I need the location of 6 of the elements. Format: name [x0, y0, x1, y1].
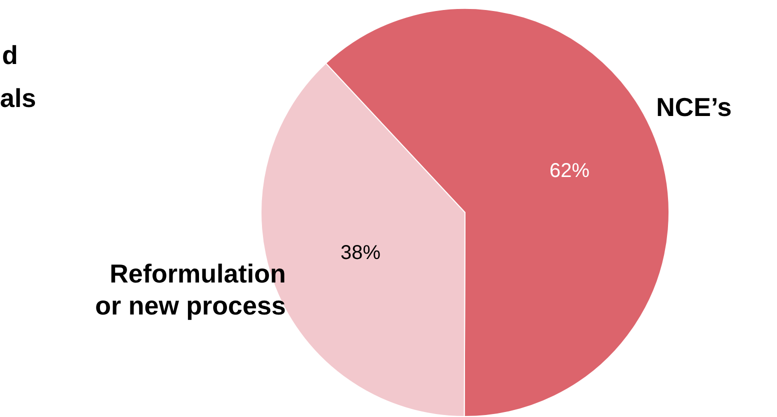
slice-label: NCE’s [656, 92, 732, 122]
data-label: 62% [549, 160, 590, 182]
text: als [0, 83, 36, 113]
slice-label: Reformulation or new process [95, 258, 286, 320]
data-label: 38% [340, 242, 381, 264]
text: d [2, 40, 18, 70]
